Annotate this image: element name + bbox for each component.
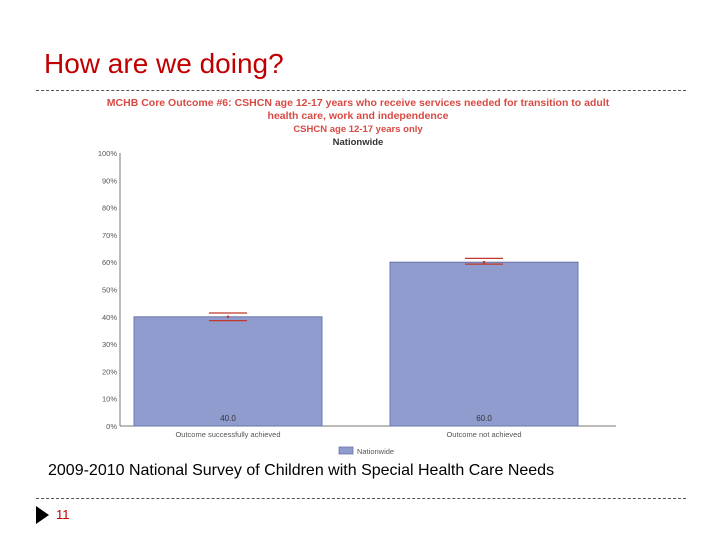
y-tick-label: 70% [102, 231, 117, 240]
y-tick-label: 10% [102, 395, 117, 404]
y-tick-label: 20% [102, 367, 117, 376]
x-category-label: Outcome not achieved [446, 430, 521, 439]
point-estimate-dot [226, 315, 230, 319]
source-note: 2009-2010 National Survey of Children wi… [48, 462, 555, 479]
y-tick-label: 40% [102, 313, 117, 322]
y-tick-label: 90% [102, 176, 117, 185]
chart-scope-label: Nationwide [332, 137, 384, 148]
chart-title: MCHB Core Outcome #6: CSHCN age 12-17 ye… [106, 97, 610, 122]
y-tick-label: 50% [102, 286, 117, 295]
bullet-arrow-icon [36, 506, 49, 524]
bar [133, 316, 323, 427]
bar-value-label: 60.0 [476, 414, 492, 423]
y-tick-label: 30% [102, 340, 117, 349]
legend-swatch [338, 446, 354, 455]
y-tick-label: 80% [102, 204, 117, 213]
bar [389, 261, 579, 427]
y-tick-label: 60% [102, 258, 117, 267]
point-estimate-dot [482, 260, 486, 264]
bar-value-label: 40.0 [220, 414, 236, 423]
y-tick-label: 0% [106, 422, 117, 431]
chart-subtitle: CSHCN age 12-17 years only [293, 124, 423, 135]
y-tick-label: 100% [98, 149, 118, 158]
legend-label: Nationwide [357, 447, 394, 456]
top-divider [36, 90, 686, 91]
bottom-divider [36, 498, 686, 499]
x-category-label: Outcome successfully achieved [175, 430, 280, 439]
slide-title: How are we doing? [44, 48, 284, 79]
page-number: 11 [56, 507, 70, 522]
